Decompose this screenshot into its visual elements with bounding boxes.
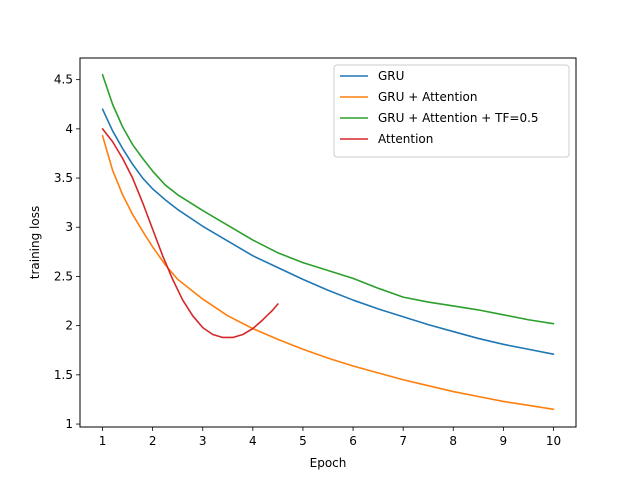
y-tick-label: 2.5	[54, 269, 73, 283]
y-tick-label: 3	[65, 220, 73, 234]
legend-label-3: Attention	[378, 132, 433, 146]
x-tick-label: 1	[99, 434, 107, 448]
x-tick-label: 3	[199, 434, 207, 448]
x-tick-label: 5	[299, 434, 307, 448]
series-line-1	[101, 134, 555, 411]
y-tick-label: 2	[65, 319, 73, 333]
y-axis-ticks: 1 1.5 2 2.5 3 3.5 4 4.5	[54, 73, 80, 431]
x-axis-label: Epoch	[310, 456, 347, 470]
x-tick-label: 4	[249, 434, 257, 448]
series-line-2	[101, 73, 555, 325]
legend: GRU GRU + Attention GRU + Attention + TF=0…	[333, 64, 570, 158]
y-axis-label: training loss	[28, 206, 42, 279]
x-tick-label: 8	[449, 434, 457, 448]
x-tick-label: 6	[349, 434, 357, 448]
x-axis-ticks: 1 2 3 4 5 6 7 8 9 10	[99, 427, 561, 448]
y-tick-label: 3.5	[54, 171, 73, 185]
y-tick-label: 1.5	[54, 368, 73, 382]
series-layer	[101, 73, 555, 411]
legend-label-0: GRU	[378, 69, 404, 83]
series-line-3	[101, 128, 279, 339]
x-tick-label: 2	[149, 434, 157, 448]
plot-frame	[79, 57, 577, 428]
legend-label-1: GRU + Attention	[378, 90, 478, 104]
legend-label-2: GRU + Attention + TF=0.5	[378, 111, 539, 125]
x-tick-label: 7	[399, 434, 407, 448]
y-tick-label: 1	[65, 417, 73, 431]
y-tick-label: 4.5	[54, 73, 73, 87]
legend-box	[333, 64, 570, 158]
y-tick-label: 4	[65, 122, 73, 136]
x-tick-label: 9	[500, 434, 508, 448]
x-tick-label: 10	[546, 434, 561, 448]
series-line-0	[101, 108, 555, 355]
